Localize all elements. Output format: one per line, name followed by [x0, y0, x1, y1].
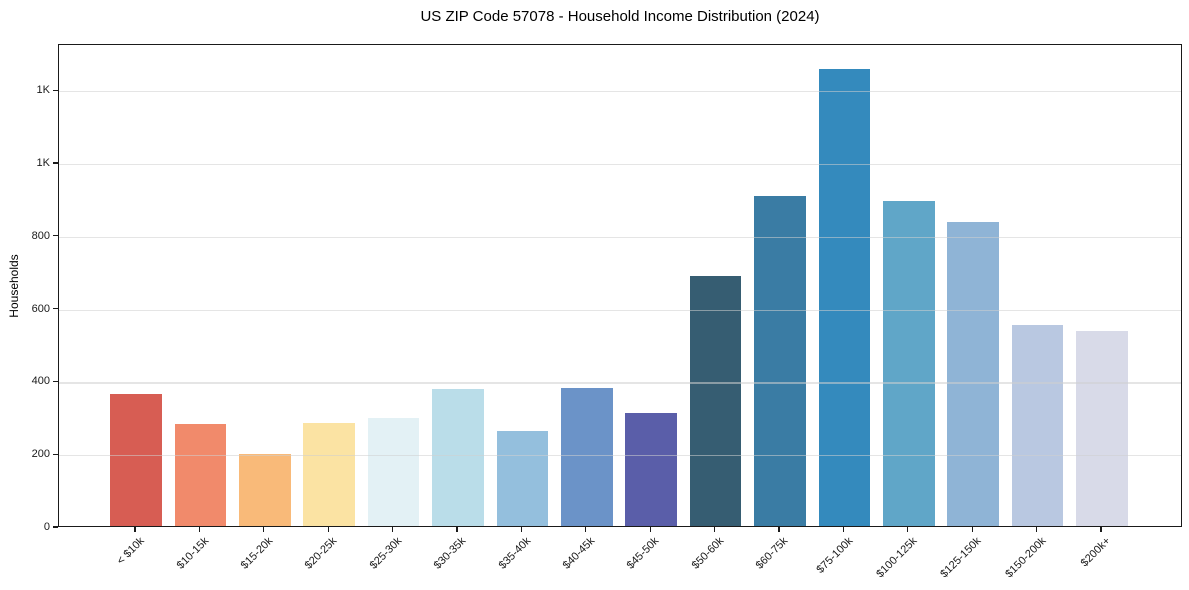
bar: [1076, 331, 1128, 526]
bar: [625, 413, 677, 526]
y-tick-mark: [53, 235, 58, 237]
gridline: [59, 455, 1181, 457]
x-tick-mark: [1100, 527, 1102, 532]
bar: [754, 195, 806, 526]
y-tick-mark: [53, 453, 58, 455]
x-tick-label-text: $50-60k: [689, 535, 727, 572]
x-tick-mark: [649, 527, 651, 532]
x-tick-mark: [134, 527, 136, 532]
plot-area: [58, 44, 1182, 527]
x-tick-mark: [520, 527, 523, 532]
bar: [689, 275, 742, 526]
bar: [110, 394, 162, 526]
x-tick-label-text: $15-20k: [238, 535, 276, 572]
y-tick-label: 600: [31, 302, 50, 315]
bar: [367, 418, 420, 526]
gridline: [59, 164, 1181, 166]
gridline: [59, 236, 1181, 238]
x-tick-label-text: $40-45k: [560, 535, 598, 572]
y-tick-label: 800: [31, 229, 50, 242]
x-tick-label-text: $30-35k: [431, 535, 469, 572]
y-tick-mark: [53, 162, 58, 164]
y-tick-label: 200: [31, 448, 50, 461]
y-tick-mark: [53, 89, 58, 91]
x-tick-mark: [327, 527, 329, 532]
bar: [1011, 325, 1064, 526]
x-tick-label-text: $25-30k: [367, 535, 405, 572]
x-tick-label-text: $20-25k: [303, 535, 340, 572]
y-tick-label: 1K: [36, 84, 50, 97]
bar: [432, 389, 484, 526]
x-tick-mark: [391, 527, 394, 532]
x-tick-label-text: $60-75k: [753, 535, 791, 572]
y-tick-mark: [53, 526, 58, 528]
x-tick-mark: [778, 527, 780, 532]
chart-title: US ZIP Code 57078 - Household Income Dis…: [420, 8, 820, 25]
x-tick-mark: [1035, 527, 1038, 532]
x-tick-label-text: $125-150k: [938, 535, 984, 581]
x-tick-label-text: $200k+: [1078, 535, 1113, 570]
x-tick-label-text: $45-50k: [625, 535, 662, 572]
bar: [496, 430, 549, 526]
bar: [883, 201, 935, 526]
gridline: [59, 382, 1181, 384]
x-tick-mark: [907, 527, 909, 532]
x-tick-label-text: $10-15k: [174, 535, 211, 572]
x-tick-label-text: $75-100k: [813, 535, 855, 576]
x-tick-mark: [198, 527, 201, 532]
x-tick-label-text: $100-125k: [874, 535, 920, 581]
x-tick-mark: [713, 527, 716, 532]
y-tick-mark: [53, 380, 58, 383]
y-tick-label: 0: [43, 521, 50, 533]
gridline: [59, 91, 1181, 93]
bar: [947, 222, 999, 526]
x-tick-label-text: $150-200k: [1002, 535, 1049, 581]
x-tick-mark: [971, 527, 973, 532]
bar: [239, 453, 291, 526]
x-tick-mark: [263, 527, 265, 532]
y-tick-label: 400: [31, 375, 50, 388]
x-tick-label-text: $35-40k: [496, 535, 533, 572]
bar: [818, 68, 871, 526]
gridline: [59, 309, 1181, 311]
x-tick-mark: [585, 527, 587, 532]
x-tick-mark: [456, 527, 458, 532]
x-tick-label-text: < $10k: [114, 535, 147, 568]
bar: [303, 423, 355, 526]
y-tick-label: 1K: [36, 157, 50, 169]
bar: [174, 423, 227, 526]
x-tick-mark: [842, 527, 845, 532]
bar: [561, 387, 613, 526]
y-tick-mark: [53, 307, 58, 310]
